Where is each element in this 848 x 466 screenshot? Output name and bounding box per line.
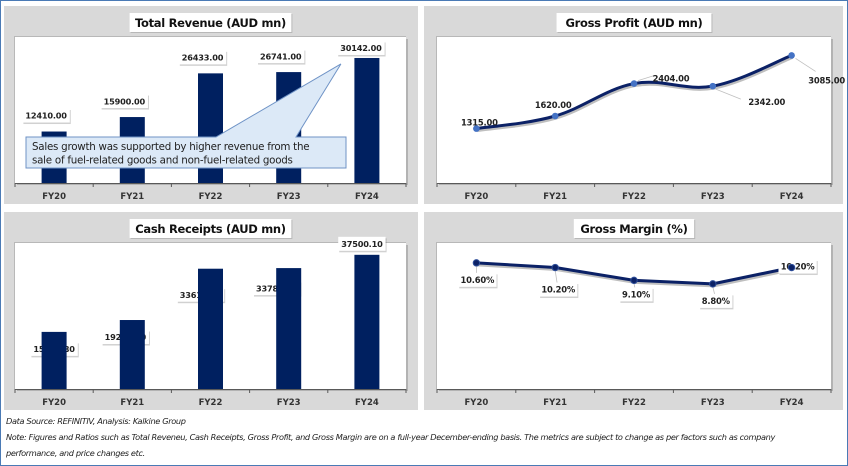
data-label-fy23-box [699,293,733,308]
data-point-fy22 [630,80,638,87]
data-label-fy23: 2342.00 [748,97,785,107]
x-tick-label-fy22: FY22 [622,398,646,408]
plot-area [437,243,831,389]
x-tick-label-fy20: FY20 [465,192,489,202]
data-label-fy24: 30142.00 [340,43,382,53]
leader-line [554,270,558,284]
data-point-fy20 [472,259,481,267]
note-text-line2: performance, and price changes etc. [6,448,145,458]
x-tick-label-fy22: FY22 [199,192,223,202]
panel-total-revenue: Total Revenue (AUD mn) FY20 FY21 FY22 FY23 FY… [4,6,418,204]
x-tick-label-fy20: FY20 [465,398,489,408]
panel-gross-margin: Gross Margin (%) FY20 FY21 FY22 FY23 FY24 10.6… [424,212,843,410]
data-label-fy21-box [100,94,148,109]
chart-title-box [573,219,695,238]
x-tick-label-fy21: FY21 [120,192,144,202]
data-point-fy24 [788,52,795,59]
label-pointer [120,107,135,132]
chart-title: Gross Margin (%) [580,222,687,236]
x-tick-label-fy21: FY21 [543,192,567,202]
annotation-text-line: Sales growth was supported by higher rev… [32,141,309,153]
data-label-fy23-box [257,49,305,64]
panel-gross-profit: Gross Profit (AUD mn) FY20 FY21 FY22 FY23 FY2… [424,6,846,204]
data-label-fy22: 26433.00 [182,53,224,63]
x-tick-label-fy23: FY23 [277,398,301,408]
data-label-fy21: 1620.00 [535,100,572,110]
x-tick-label-fy24: FY24 [355,398,379,408]
bar-fy23 [276,268,302,389]
data-point-fy24 [787,263,796,272]
gross-profit-chart: Gross Profit (AUD mn) FY20 FY21 FY22 FY23 FY2… [436,13,846,202]
x-tick-label-fy23: FY23 [701,398,725,408]
x-tick-label-fy24: FY24 [780,192,804,202]
total-revenue-chart: Total Revenue (AUD mn) FY20 FY21 FY22 FY23 FY… [14,13,408,202]
x-tick-label-fy22: FY22 [622,192,646,202]
data-label-fy24-box [338,236,386,251]
chart-title: Cash Receipts (AUD mn) [135,222,286,236]
data-label-fy24: 10.20% [781,262,815,272]
data-label-fy23: 8.80% [702,296,731,306]
bar-fy20 [41,331,67,389]
bar-fy24 [354,57,380,184]
data-label-fy20-box [458,272,497,287]
data-point-fy22 [630,276,638,285]
data-point-fy23 [709,280,717,288]
x-tick-label-fy22: FY22 [199,398,223,408]
data-labels: 1315.00 1620.00 2404.00 2342.00 3085.00 [461,58,846,128]
data-label-fy20: 1315.00 [461,118,498,128]
data-label-fy21: 10.20% [541,285,575,295]
data-labels: 10.60% 10.20% 9.10% 8.80% 10.20% [458,259,818,310]
data-label-fy24: 3085.00 [808,75,845,85]
x-tick-label-fy20: FY20 [42,398,66,408]
note-text-line1: Note: Figures and Ratios such as Total R… [6,432,775,442]
data-label-fy20-box [22,108,70,123]
data-label-fy24-box [778,259,817,274]
chart-title-box [556,13,712,32]
cash-receipts-chart: Cash Receipts (AUD mn) FY20 FY21 FY22 FY23 FY… [14,219,408,408]
leader-line [712,286,716,295]
leader-line [637,75,655,81]
data-point-fy23 [709,82,717,90]
data-label-fy20: 10.60% [461,275,495,285]
data-label-fy20: 12410.00 [25,111,67,121]
x-tick-label-fy21: FY21 [543,398,567,408]
bar-fy24 [354,254,380,389]
annotation-callout: Sales growth was supported by higher rev… [25,63,347,169]
x-tick-label-fy23: FY23 [701,192,725,202]
chart-title: Gross Profit (AUD mn) [566,16,703,30]
data-label-fy22: 2404.00 [653,74,690,84]
bar-fy21 [119,320,145,389]
data-label-fy24: 37500.10 [341,239,383,249]
leader-line [795,58,816,72]
data-label-fy22: 9.10% [622,290,651,300]
leader-line [715,88,741,100]
annotation-text-line: sale of fuel-related goods and non-fuel-… [32,155,293,167]
x-tick-label-fy20: FY20 [42,192,66,202]
gross-margin-chart: Gross Margin (%) FY20 FY21 FY22 FY23 FY24 10.6… [436,219,833,408]
plot-area [437,37,831,183]
data-label-fy22-box [178,50,227,65]
annotation-callout-shape [25,63,347,169]
data-point-fy21 [551,112,559,120]
panel-cash-receipts: Cash Receipts (AUD mn) FY20 FY21 FY22 FY23 FY… [4,212,418,410]
chart-title-box [129,219,292,238]
data-source-text: Data Source: REFINITIV, Analysis: Kalkin… [6,416,186,426]
data-label-fy21-box [539,282,578,297]
data-label-fy24-box [337,40,385,55]
data-label-fy23: 26741.00 [260,51,302,61]
data-point-fy20 [473,125,480,132]
footer-notes: Data Source: REFINITIV, Analysis: Kalkin… [6,413,842,461]
data-point-fy21 [551,263,559,272]
x-tick-label-fy24: FY24 [780,398,804,408]
x-tick-label-fy23: FY23 [277,192,301,202]
chart-title: Total Revenue (AUD mn) [135,16,286,30]
x-tick-label-fy21: FY21 [120,398,144,408]
data-label-fy21: 15900.00 [104,96,146,106]
data-label-fy22-box [619,287,653,302]
x-tick-label-fy24: FY24 [355,192,379,202]
chart-title-box [129,13,292,32]
bar-fy22 [198,268,223,389]
